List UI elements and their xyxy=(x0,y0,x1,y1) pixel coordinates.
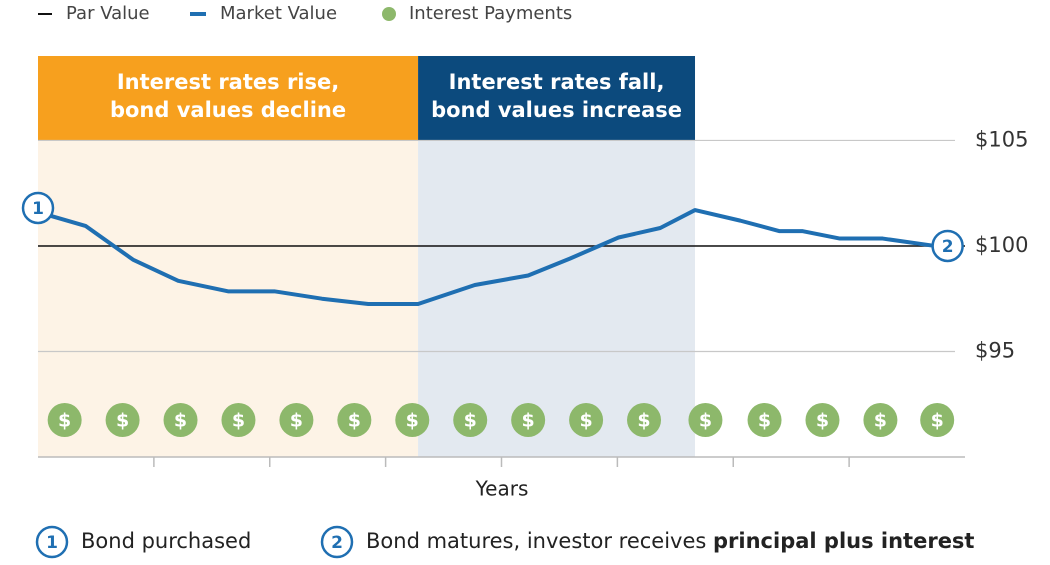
interest-payment xyxy=(395,403,430,437)
interest-payment xyxy=(163,403,198,437)
legend-swatch xyxy=(382,7,396,21)
footnote-number: 1 xyxy=(46,533,58,553)
legend-label: Market Value xyxy=(220,3,337,24)
coin-label: $ xyxy=(579,410,592,432)
interest-payment xyxy=(627,403,662,437)
interest-payment xyxy=(920,403,955,437)
interest-payment xyxy=(221,403,256,437)
interest-payment xyxy=(805,403,840,437)
coin-label: $ xyxy=(232,410,245,432)
footnote-text: Bond matures, investor receives xyxy=(366,529,713,553)
region-label: bond values increase xyxy=(431,98,682,122)
interest-payment xyxy=(569,403,604,437)
coin-label: $ xyxy=(637,410,650,432)
coin-label: $ xyxy=(874,410,887,432)
region-header xyxy=(38,56,419,141)
coin-label: $ xyxy=(931,410,944,432)
interest-payment xyxy=(511,403,546,437)
y-tick-label: $95 xyxy=(975,338,1015,362)
footnote-number: 2 xyxy=(331,533,343,553)
coin-label: $ xyxy=(348,410,361,432)
interest-payment xyxy=(688,403,723,437)
interest-payment xyxy=(47,403,82,437)
interest-payment xyxy=(453,403,488,437)
coin-label: $ xyxy=(174,410,187,432)
coin-label: $ xyxy=(406,410,419,432)
footnote: Bond matures, investor receives principa… xyxy=(366,529,974,553)
marker-label: 1 xyxy=(32,199,44,219)
legend-label: Interest Payments xyxy=(409,3,572,24)
interest-payment xyxy=(863,403,898,437)
footnote-text: Bond purchased xyxy=(81,529,251,553)
y-tick-label: $100 xyxy=(975,233,1028,257)
region-label: Interest rates rise, xyxy=(117,70,339,94)
interest-payment xyxy=(337,403,372,437)
market-value-line xyxy=(37,208,936,306)
coin-label: $ xyxy=(58,410,71,432)
x-axis-label: Years xyxy=(475,477,529,501)
footnote-bold: principal plus interest xyxy=(713,529,974,553)
y-tick-label: $105 xyxy=(975,127,1028,151)
footnote: Bond purchased xyxy=(81,529,251,553)
region-header xyxy=(418,56,696,141)
coin-label: $ xyxy=(522,410,535,432)
interest-payment xyxy=(747,403,782,437)
coin-label: $ xyxy=(758,410,771,432)
interest-payment xyxy=(105,403,140,437)
region-label: bond values decline xyxy=(110,98,346,122)
legend-label: Par Value xyxy=(66,3,150,24)
coin-label: $ xyxy=(699,410,712,432)
region-label: Interest rates fall, xyxy=(449,70,665,94)
marker xyxy=(931,229,964,263)
marker-label: 2 xyxy=(942,237,954,257)
coin-label: $ xyxy=(464,410,477,432)
interest-payment xyxy=(279,403,314,437)
footnote-badge xyxy=(320,525,354,559)
coin-label: $ xyxy=(290,410,303,432)
coin-label: $ xyxy=(816,410,829,432)
footnote-badge xyxy=(35,525,69,559)
marker xyxy=(21,191,55,225)
coin-label: $ xyxy=(116,410,129,432)
